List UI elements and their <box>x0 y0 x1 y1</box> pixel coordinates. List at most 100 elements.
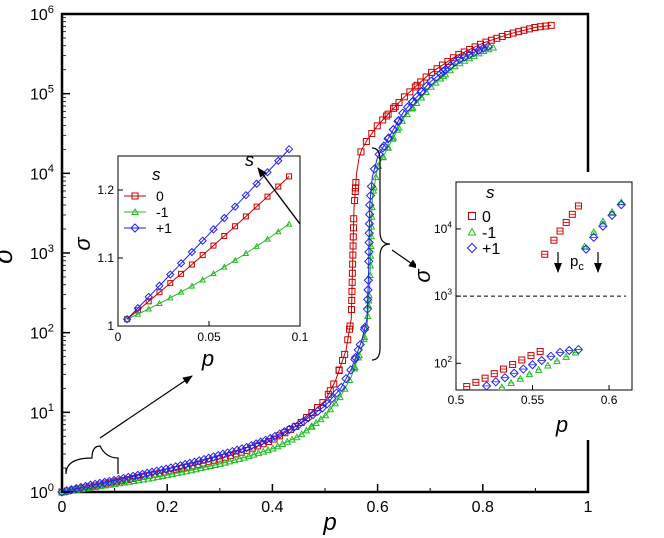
left-inset-axes: 0 0.05 0.1 1 1.1 1.2 <box>97 183 308 344</box>
left-inset-legend-title: s <box>152 165 161 184</box>
main-data-point <box>288 435 296 443</box>
main-data-point <box>373 122 381 130</box>
main-data-point <box>241 442 252 453</box>
main-data-point <box>225 457 234 465</box>
main-data-point <box>194 456 204 466</box>
left-inset-data-point <box>285 220 293 227</box>
main-data-point <box>349 260 357 268</box>
main-data-point <box>349 242 357 250</box>
main-data-point <box>154 472 162 480</box>
main-data-point <box>213 450 223 461</box>
main-data-point <box>151 466 162 476</box>
main-data-point <box>330 380 338 388</box>
left-inset-data-point <box>198 236 207 245</box>
main-data-point <box>368 130 376 138</box>
main-data-point <box>147 467 157 477</box>
main-data-point <box>346 365 356 375</box>
main-x-tick-label: 1 <box>584 499 593 516</box>
main-data-point <box>355 339 365 350</box>
main-data-point <box>353 345 364 355</box>
main-data-point <box>459 52 470 62</box>
main-data-point <box>406 88 414 96</box>
main-data-point <box>232 445 242 455</box>
right-inset-y-tick-label: 103 <box>434 287 452 303</box>
left-inset-y-tick-label: 1.1 <box>97 251 114 265</box>
main-data-point <box>297 430 306 438</box>
right-inset-plot-area <box>455 181 633 391</box>
right-inset-x-tick-label: 0.55 <box>521 393 545 407</box>
main-y-tick-label: 105 <box>30 83 54 103</box>
main-data-point <box>360 322 370 333</box>
main-data-point <box>259 447 268 455</box>
left-inset-x-tick-label: 0.05 <box>197 330 221 344</box>
main-data-point <box>350 215 358 223</box>
main-x-tick-label: 0.2 <box>156 499 178 516</box>
main-data-point <box>265 433 276 444</box>
main-data-point <box>374 149 384 160</box>
main-data-point <box>125 477 133 485</box>
main-data-point <box>278 439 287 447</box>
right-inset-legend: s 0-1+1 <box>466 183 500 258</box>
left-inset-data-point <box>286 173 293 180</box>
main-data-point <box>331 388 342 398</box>
main-data-point <box>402 102 413 112</box>
left-inset-data-point <box>122 314 132 324</box>
s-direction-arrow <box>257 167 301 225</box>
arrow-to-right-inset <box>391 249 419 269</box>
left-inset-data-point <box>284 144 294 154</box>
main-data-point <box>317 403 328 413</box>
left-inset-data-point <box>241 190 251 200</box>
main-data-point <box>254 449 263 457</box>
main-y-tick-label-base: 10 <box>30 405 48 422</box>
main-data-point <box>393 115 404 126</box>
main-data-point <box>221 458 229 466</box>
left-inset-data-point <box>144 292 153 302</box>
left-inset-data-point <box>242 249 250 257</box>
main-data-point <box>99 477 110 488</box>
right-inset-y-axis-label: σ <box>410 269 435 283</box>
main-data-point <box>249 450 258 458</box>
left-inset-series-line <box>126 148 290 320</box>
main-y-tick-label-base: 10 <box>30 7 48 24</box>
main-data-point <box>218 449 228 459</box>
main-data-point <box>192 465 201 473</box>
main-data-point <box>163 470 172 479</box>
main-data-point <box>206 461 215 470</box>
pc-label-main: p <box>570 253 578 270</box>
right-inset-legend-marker <box>468 212 476 220</box>
main-y-tick-label: 100 <box>30 482 54 502</box>
main-data-point <box>142 468 152 478</box>
main-data-point <box>187 466 196 474</box>
main-data-point <box>339 356 347 364</box>
main-data-point <box>216 459 224 467</box>
main-data-point <box>364 228 374 238</box>
right-inset-y-tick-label-exp: 2 <box>447 354 452 364</box>
main-data-point <box>340 384 349 392</box>
left-inset-legend-label: -1 <box>156 204 169 220</box>
main-data-point <box>469 47 479 58</box>
main-data-point <box>433 65 441 73</box>
main-data-point <box>364 247 374 257</box>
main-data-point <box>240 453 248 461</box>
right-brace <box>371 147 391 361</box>
main-data-point <box>270 431 280 442</box>
main-data-point <box>349 251 357 259</box>
main-data-point <box>256 437 266 447</box>
main-y-tick-label-base: 10 <box>30 326 48 343</box>
main-data-point <box>350 354 360 365</box>
left-inset-data-point <box>156 299 163 307</box>
zoom-annotations <box>65 147 419 475</box>
left-inset-y-tick-label: 1.2 <box>97 183 114 197</box>
right-inset-data-marks <box>463 198 626 391</box>
main-data-point <box>90 479 100 490</box>
main-data-point <box>185 458 195 469</box>
left-inset-data-point <box>123 315 131 322</box>
left-inset-y-tick-label: 1 <box>107 319 114 333</box>
main-data-point <box>348 269 356 277</box>
left-inset-data-point <box>253 242 261 249</box>
main-data-point <box>76 482 86 493</box>
right-inset-x-axis-label: p <box>555 412 568 437</box>
left-inset-data-point <box>199 252 206 259</box>
main-data-point <box>237 444 247 454</box>
main-data-point <box>379 116 387 124</box>
